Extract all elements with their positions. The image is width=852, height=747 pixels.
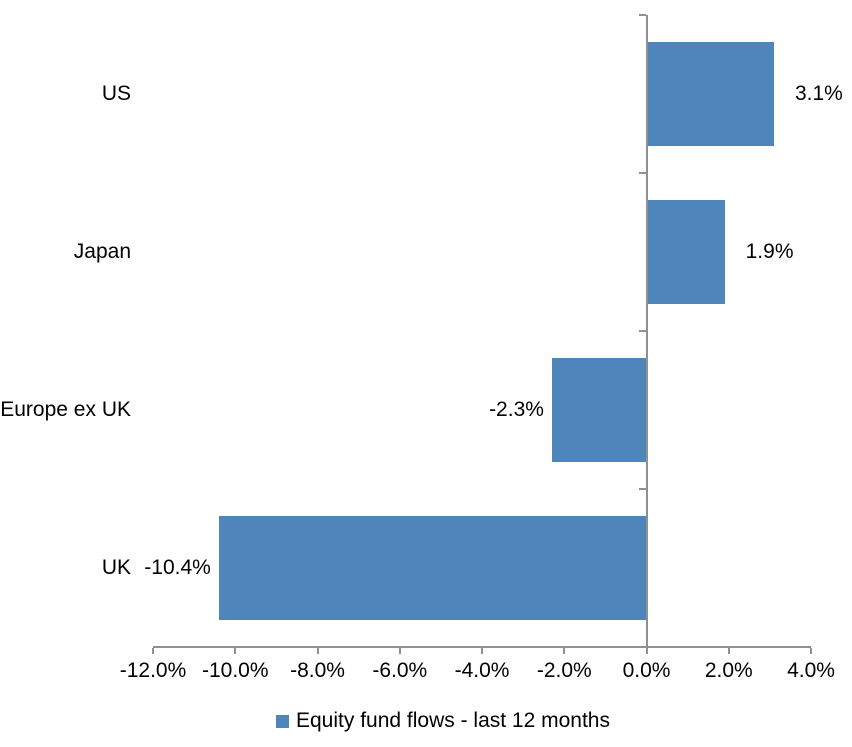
- legend-swatch-icon: [276, 714, 289, 728]
- value-label-uk: -10.4%: [144, 556, 211, 579]
- y-axis-tick: [638, 330, 646, 332]
- x-tick-label: -10.0%: [201, 659, 269, 682]
- category-label-europe-ex-uk: Europe ex UK: [0, 398, 131, 421]
- x-axis-tick: [481, 648, 483, 654]
- legend: Equity fund flows - last 12 months: [276, 709, 610, 733]
- x-axis-tick: [727, 648, 730, 654]
- x-axis-line: [153, 646, 811, 648]
- value-label-japan: 1.9%: [745, 240, 794, 263]
- x-tick-label: -4.0%: [454, 659, 510, 682]
- x-tick-label: 4.0%: [787, 659, 835, 682]
- x-axis-tick: [316, 648, 319, 654]
- bar-japan: [646, 200, 725, 304]
- x-tick-label: 2.0%: [704, 659, 753, 682]
- category-label-japan: Japan: [73, 240, 131, 263]
- bar-uk: [218, 516, 647, 620]
- x-axis-tick: [152, 648, 154, 654]
- category-label-us: US: [101, 82, 131, 105]
- x-tick-label: -6.0%: [372, 659, 428, 682]
- x-axis-tick: [810, 648, 812, 654]
- x-axis-tick: [645, 648, 648, 654]
- x-tick-label: -12.0%: [119, 659, 187, 682]
- bar-us: [646, 42, 774, 146]
- x-tick-label: 0.0%: [622, 659, 671, 682]
- y-axis-tick: [638, 488, 646, 490]
- x-axis-tick: [563, 648, 566, 654]
- x-axis-tick: [398, 648, 401, 654]
- value-label-europe-ex-uk: -2.3%: [489, 398, 544, 421]
- y-axis-tick: [638, 646, 646, 648]
- bar-europe-ex-uk: [551, 358, 647, 462]
- y-axis-line: [645, 15, 648, 648]
- value-label-us: 3.1%: [794, 82, 843, 105]
- y-axis-tick: [638, 172, 646, 174]
- legend-label: Equity fund flows - last 12 months: [296, 709, 610, 732]
- x-tick-label: -8.0%: [290, 659, 345, 682]
- x-axis-tick: [234, 648, 237, 654]
- category-label-uk: UK: [101, 556, 131, 579]
- x-tick-label: -2.0%: [536, 659, 592, 682]
- y-axis-tick: [638, 14, 646, 16]
